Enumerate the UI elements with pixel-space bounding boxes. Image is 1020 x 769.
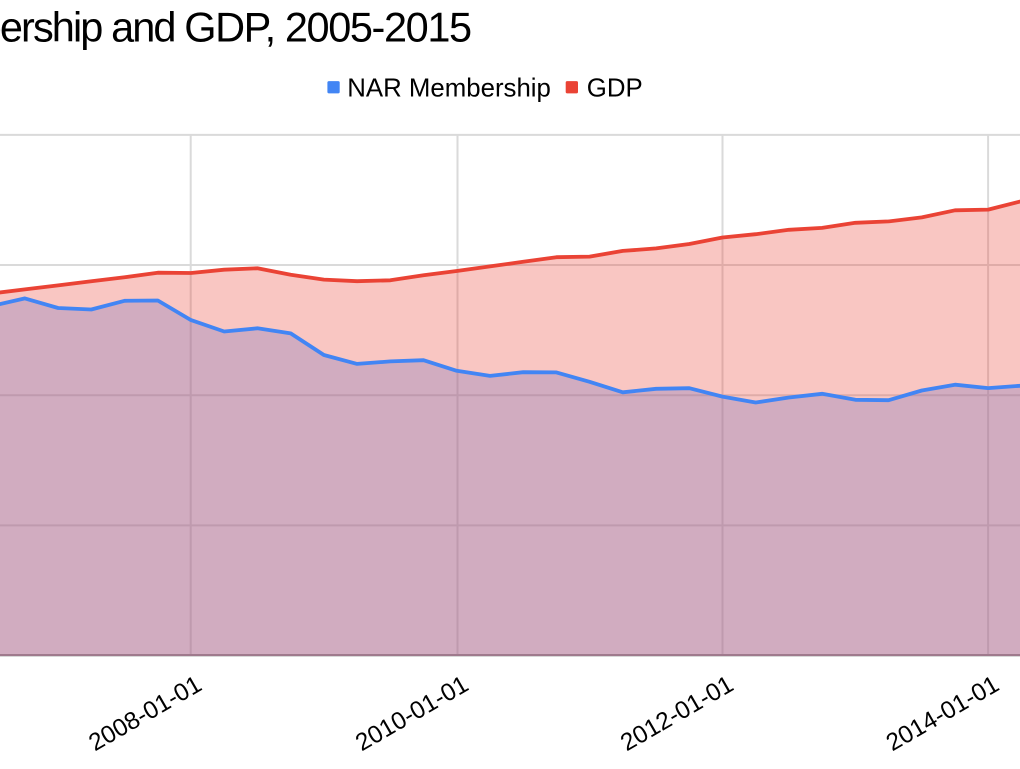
svg-text:GDP: GDP bbox=[587, 74, 643, 102]
svg-text:NAR Membership and GDP, 2005-2: NAR Membership and GDP, 2005-2015 bbox=[0, 4, 471, 51]
svg-text:NAR Membership: NAR Membership bbox=[347, 74, 551, 102]
